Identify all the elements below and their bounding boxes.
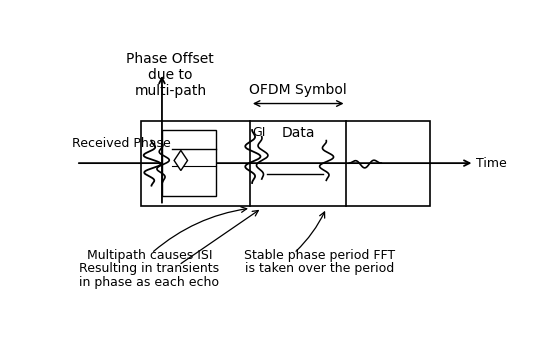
Text: multi-path: multi-path — [134, 84, 207, 98]
Text: Stable phase period FFT: Stable phase period FFT — [243, 249, 395, 262]
Text: Time: Time — [477, 157, 507, 170]
FancyBboxPatch shape — [162, 130, 216, 196]
Text: due to: due to — [148, 68, 193, 82]
Text: Multipath causes ISI: Multipath causes ISI — [87, 249, 212, 262]
Text: in phase as each echo: in phase as each echo — [80, 276, 220, 289]
FancyBboxPatch shape — [141, 121, 430, 205]
Text: Data: Data — [281, 126, 315, 140]
Text: OFDM Symbol: OFDM Symbol — [249, 83, 347, 97]
Polygon shape — [174, 150, 188, 171]
Text: is taken over the period: is taken over the period — [245, 262, 394, 276]
Text: Phase Offset: Phase Offset — [127, 52, 214, 66]
Text: Resulting in transients: Resulting in transients — [80, 262, 220, 276]
Text: Received Phase: Received Phase — [72, 137, 170, 150]
Text: GI: GI — [253, 126, 266, 139]
